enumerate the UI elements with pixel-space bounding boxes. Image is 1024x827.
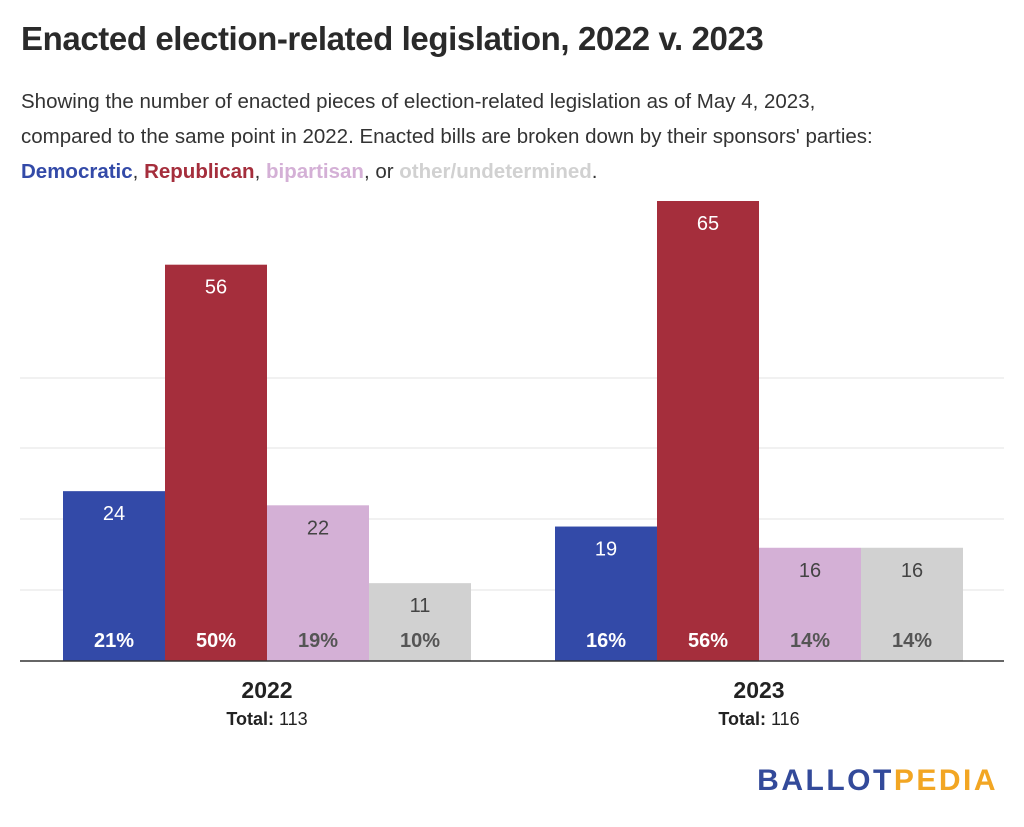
- x-tick-label: 2022: [241, 677, 292, 703]
- total-label: Total:: [718, 709, 771, 729]
- logo-part-ballot: BALLOT: [757, 764, 894, 797]
- total-value: 113: [279, 709, 308, 729]
- bar-chart: 24 21% 56 50% 22 19% 11 10% 19 16% 65 56% 16 14% 16 14%…: [20, 201, 1004, 729]
- bar-other-2023: [861, 547, 963, 661]
- percent-label: 14%: [892, 630, 932, 652]
- bar-republican-2022: [165, 264, 267, 661]
- subtitle-period: .: [591, 160, 598, 183]
- total-value: 116: [771, 709, 800, 729]
- bar-democratic-2023: [555, 526, 657, 661]
- subtitle-separator: ,: [254, 160, 266, 183]
- legend-bipartisan: bipartisan: [265, 160, 364, 183]
- x-tick-label: 2023: [733, 677, 784, 703]
- legend-other: other/undetermined: [399, 160, 592, 183]
- bar-bipartisan-2022: [267, 505, 369, 661]
- percent-label: 10%: [400, 630, 440, 652]
- subtitle-separator: , or: [363, 160, 400, 183]
- chart-subtitle: Showing the number of enacted pieces of …: [21, 84, 1011, 189]
- ballotpedia-logo: BALLOTPEDIA: [757, 764, 998, 798]
- value-label: 22: [307, 517, 329, 539]
- percent-label: 16%: [586, 630, 626, 652]
- percent-label: 14%: [790, 630, 830, 652]
- value-label: 24: [103, 503, 125, 525]
- value-label: 19: [595, 539, 617, 561]
- category-total: Total: 116: [718, 709, 799, 729]
- value-label: 56: [205, 277, 227, 299]
- category-total: Total: 113: [226, 709, 307, 729]
- subtitle-separator: ,: [132, 160, 145, 183]
- legend-democratic: Democratic: [21, 160, 133, 183]
- logo-part-pedia: PEDIA: [893, 764, 998, 797]
- bar-labels: 24 21% 56 50% 22 19% 11 10% 19 16% 65 56% 16 14% 16 14%: [94, 213, 932, 652]
- bars: [63, 201, 963, 661]
- x-axis-labels: 2022 Total: 113 2023 Total: 116: [226, 677, 799, 729]
- percent-label: 50%: [196, 630, 236, 652]
- percent-label: 21%: [94, 630, 134, 652]
- chart-title: Enacted election-related legislation, 20…: [21, 20, 764, 57]
- legend-republican: Republican: [144, 160, 255, 183]
- percent-label: 56%: [688, 630, 728, 652]
- value-label: 16: [799, 560, 821, 582]
- value-label: 65: [697, 213, 719, 235]
- percent-label: 19%: [298, 630, 338, 652]
- value-label: 16: [901, 560, 923, 582]
- value-label: 11: [410, 595, 431, 617]
- bar-other-2022: [369, 583, 471, 661]
- total-label: Total:: [226, 709, 279, 729]
- bar-republican-2023: [657, 201, 759, 661]
- subtitle-line-2: compared to the same point in 2022. Enac…: [21, 125, 873, 148]
- bar-bipartisan-2023: [759, 547, 861, 661]
- subtitle-line-1: Showing the number of enacted pieces of …: [21, 90, 816, 113]
- bar-democratic-2022: [63, 491, 165, 661]
